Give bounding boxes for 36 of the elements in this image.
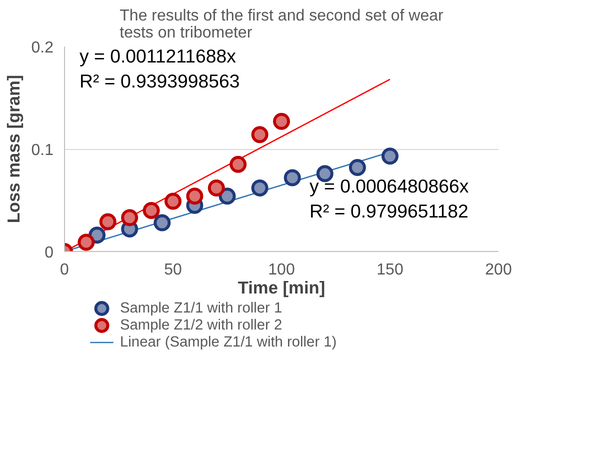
point bbox=[251, 179, 268, 196]
point bbox=[230, 156, 247, 173]
legend-label: Sample Z1/2 with roller 2 bbox=[120, 318, 282, 334]
legend-label: Linear (Sample Z1/1 with roller 1) bbox=[120, 334, 337, 350]
point bbox=[208, 179, 225, 196]
point bbox=[218, 188, 236, 205]
x-tick-label: 100 bbox=[268, 262, 295, 278]
point bbox=[142, 202, 160, 219]
point bbox=[154, 214, 171, 232]
point bbox=[88, 226, 106, 244]
x-tick-label: 0 bbox=[60, 262, 70, 278]
point bbox=[99, 213, 116, 230]
legend-label: Sample Z1/1 with roller 1 bbox=[120, 300, 282, 316]
point bbox=[316, 165, 334, 182]
point bbox=[78, 234, 95, 251]
point bbox=[121, 209, 138, 226]
chart-title: The results of the first and second set of wear tests on tribometer bbox=[120, 8, 444, 42]
annotation: y = 0.0006480866x bbox=[310, 176, 470, 196]
point bbox=[348, 158, 366, 176]
x-tick-label: 50 bbox=[164, 262, 182, 278]
annotation: y = 0.0011211688x bbox=[80, 46, 237, 66]
y-axis-title: Loss mass [gram] bbox=[3, 74, 24, 224]
annotation: R² = 0.9799651182 bbox=[310, 200, 468, 222]
annotation: R² = 0.9393998563 bbox=[80, 70, 240, 92]
point bbox=[273, 112, 290, 130]
y-tick-label: 0.1 bbox=[31, 142, 54, 159]
point bbox=[284, 169, 301, 186]
y-tick-label: 0 bbox=[44, 244, 54, 262]
point bbox=[164, 192, 182, 210]
point bbox=[251, 126, 268, 144]
x-tick-label: 150 bbox=[376, 262, 404, 278]
y-tick-label: 0.2 bbox=[31, 40, 54, 56]
point bbox=[382, 148, 398, 165]
point bbox=[186, 188, 204, 205]
x-tick-label: 200 bbox=[485, 262, 512, 278]
x-axis-title: Time [min] bbox=[238, 278, 326, 298]
